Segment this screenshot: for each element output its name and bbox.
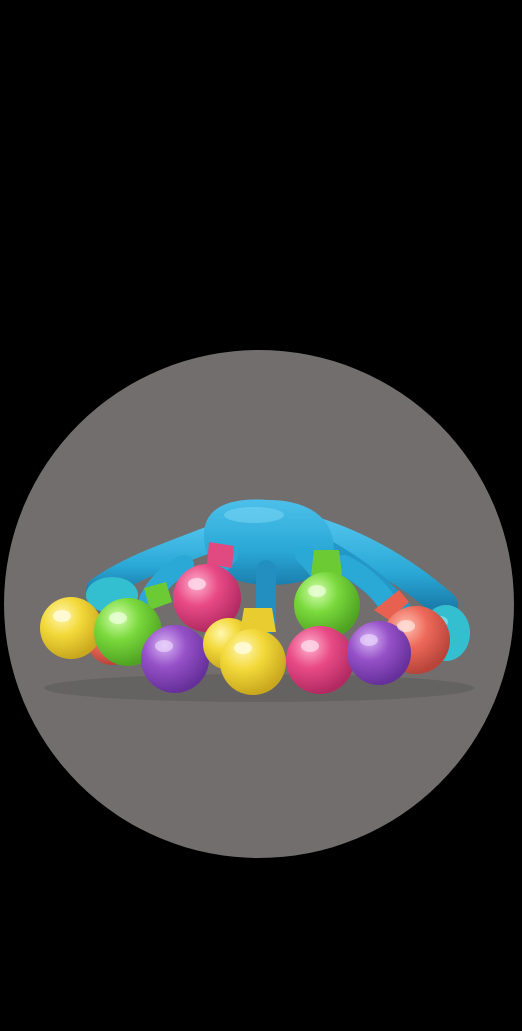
- yellow-ball-center: [220, 629, 286, 695]
- photo-circle: [4, 350, 514, 858]
- purple-ball-left: [141, 625, 209, 693]
- toy-illustration: [4, 350, 514, 858]
- pink-ball-bottom: [286, 626, 354, 694]
- yellow-ball-left: [40, 597, 102, 659]
